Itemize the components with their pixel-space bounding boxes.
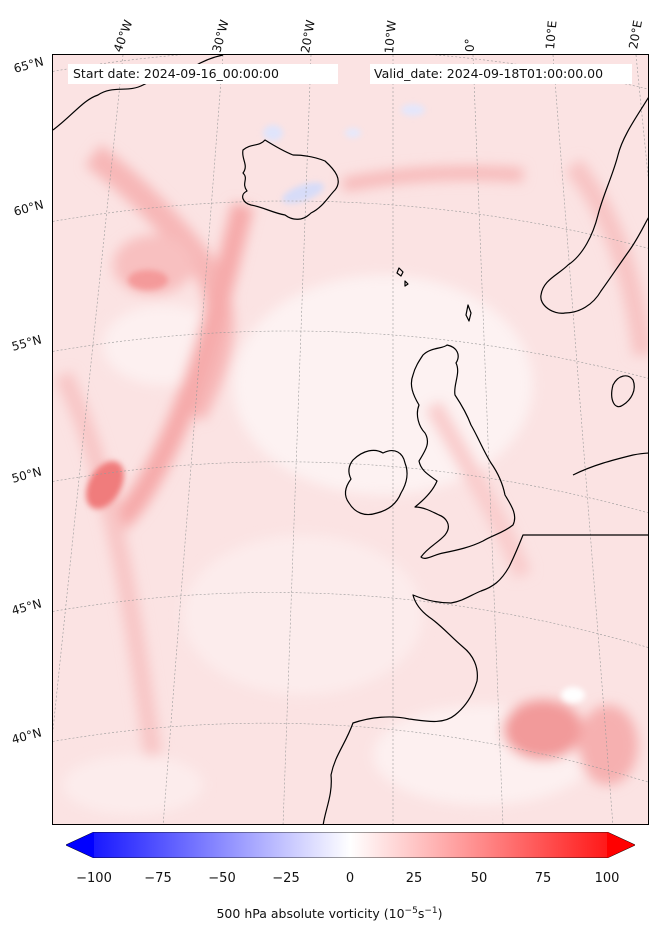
colorbar-min-extend [66,832,94,858]
lat-label-45n: 45°N [10,596,44,618]
great-britain [410,344,516,559]
colorbar-max-extend [607,832,635,858]
valid-date-label: Valid_date: 2024-09-18T01:00:00.00 [374,66,604,81]
map-panel [52,54,649,825]
colorbar-tick-neg25: −25 [272,871,300,886]
iceland [242,139,339,220]
lon-label-20e: 20°E [626,19,646,50]
lat-label-50n: 50°N [10,464,44,486]
lat-label-55n: 55°N [10,332,44,354]
colorbar-tick-75: 75 [534,871,552,886]
start-date-box [68,64,338,84]
greenland-coast [53,55,224,131]
lon-label-30w: 30°W [209,18,232,54]
colorbar-tick-neg100: −100 [76,871,112,886]
shetland [465,304,472,322]
scandinavia [540,97,648,314]
colorbar [66,832,635,858]
lat-label-60n: 60°N [12,197,46,219]
lon-label-20w: 20°W [298,18,318,54]
colorbar-tick-neg75: −75 [144,871,172,886]
coastlines [53,55,648,824]
colorbar-gradient [66,832,635,858]
colorbar-title: 500 hPa absolute vorticity (10−5s−1) [216,906,443,922]
start-date-label: Start date: 2024-09-16_00:00:00 [73,66,279,81]
lat-label-40n: 40°N [10,725,44,747]
lon-label-10w: 10°W [382,19,399,54]
colorbar-tick-100: 100 [594,871,620,886]
france-iberia [322,534,648,824]
valid-date-box [370,64,632,84]
baltic-coast [572,452,648,476]
lon-label-40w: 40°W [110,18,136,54]
vorticity-map [53,55,648,824]
colorbar-tick-50: 50 [470,871,488,886]
lon-label-0: 0° [463,38,477,52]
vorticity-field-patterns [54,144,648,815]
faroe-islands [396,267,409,287]
denmark [611,375,635,408]
vorticity-maxima [86,104,585,703]
ireland [344,449,408,516]
colorbar-tick-0: 0 [345,871,355,886]
lon-label-10e: 10°E [543,20,560,50]
colorbar-tick-25: 25 [405,871,423,886]
lat-label-65n: 65°N [12,54,46,76]
colorbar-tick-neg50: −50 [208,871,236,886]
